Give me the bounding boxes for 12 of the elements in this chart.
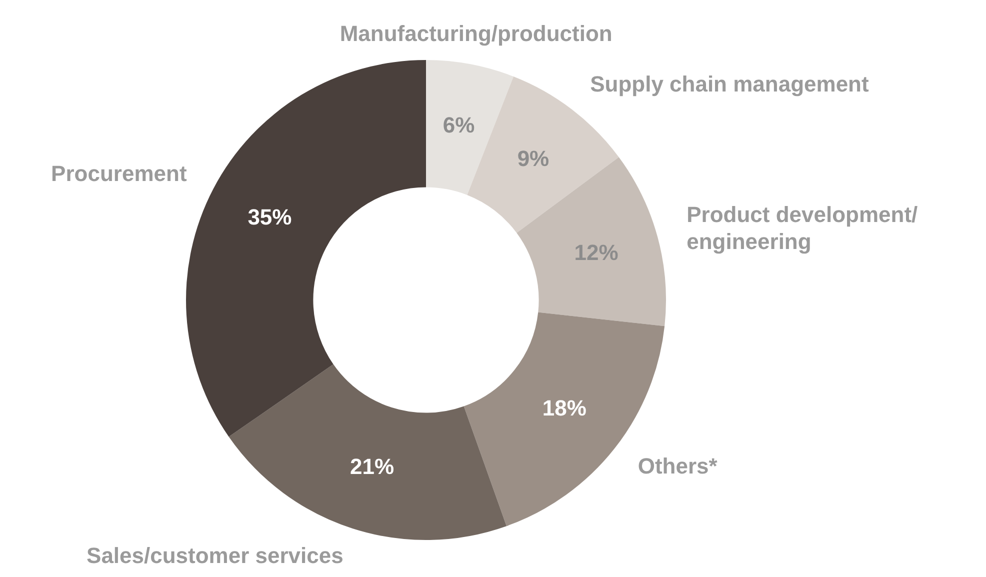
slice-label: Supply chain management: [590, 72, 870, 97]
slice-label: Procurement: [51, 160, 188, 186]
data-label: 6%: [442, 112, 475, 138]
slice-label: Product development/ engineering: [686, 202, 918, 254]
slice-label: Sales/customer services: [86, 543, 344, 568]
data-label: 21%: [350, 454, 394, 479]
data-label: 18%: [542, 395, 586, 420]
slice-label: Manufacturing/production: [340, 20, 612, 46]
data-label: 9%: [517, 146, 550, 171]
data-label: 35%: [248, 204, 292, 230]
data-label: 12%: [574, 240, 618, 265]
slice-label: Others*: [638, 453, 718, 478]
